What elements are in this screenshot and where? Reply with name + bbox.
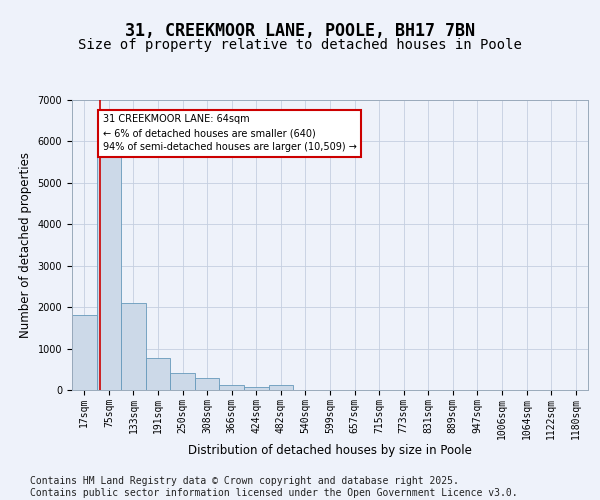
Bar: [269, 386, 293, 390]
Bar: [244, 386, 269, 390]
Bar: [72, 316, 97, 390]
Text: 31 CREEKMOOR LANE: 64sqm
← 6% of detached houses are smaller (640)
94% of semi-d: 31 CREEKMOOR LANE: 64sqm ← 6% of detache…: [103, 114, 356, 152]
Text: 31, CREEKMOOR LANE, POOLE, BH17 7BN: 31, CREEKMOOR LANE, POOLE, BH17 7BN: [125, 22, 475, 40]
Bar: [121, 303, 146, 390]
Bar: [170, 372, 195, 390]
Bar: [195, 378, 220, 390]
Text: Size of property relative to detached houses in Poole: Size of property relative to detached ho…: [78, 38, 522, 52]
Bar: [97, 148, 121, 390]
Y-axis label: Number of detached properties: Number of detached properties: [19, 152, 32, 338]
Bar: [146, 358, 170, 390]
Bar: [220, 384, 244, 390]
X-axis label: Distribution of detached houses by size in Poole: Distribution of detached houses by size …: [188, 444, 472, 458]
Text: Contains HM Land Registry data © Crown copyright and database right 2025.
Contai: Contains HM Land Registry data © Crown c…: [30, 476, 518, 498]
